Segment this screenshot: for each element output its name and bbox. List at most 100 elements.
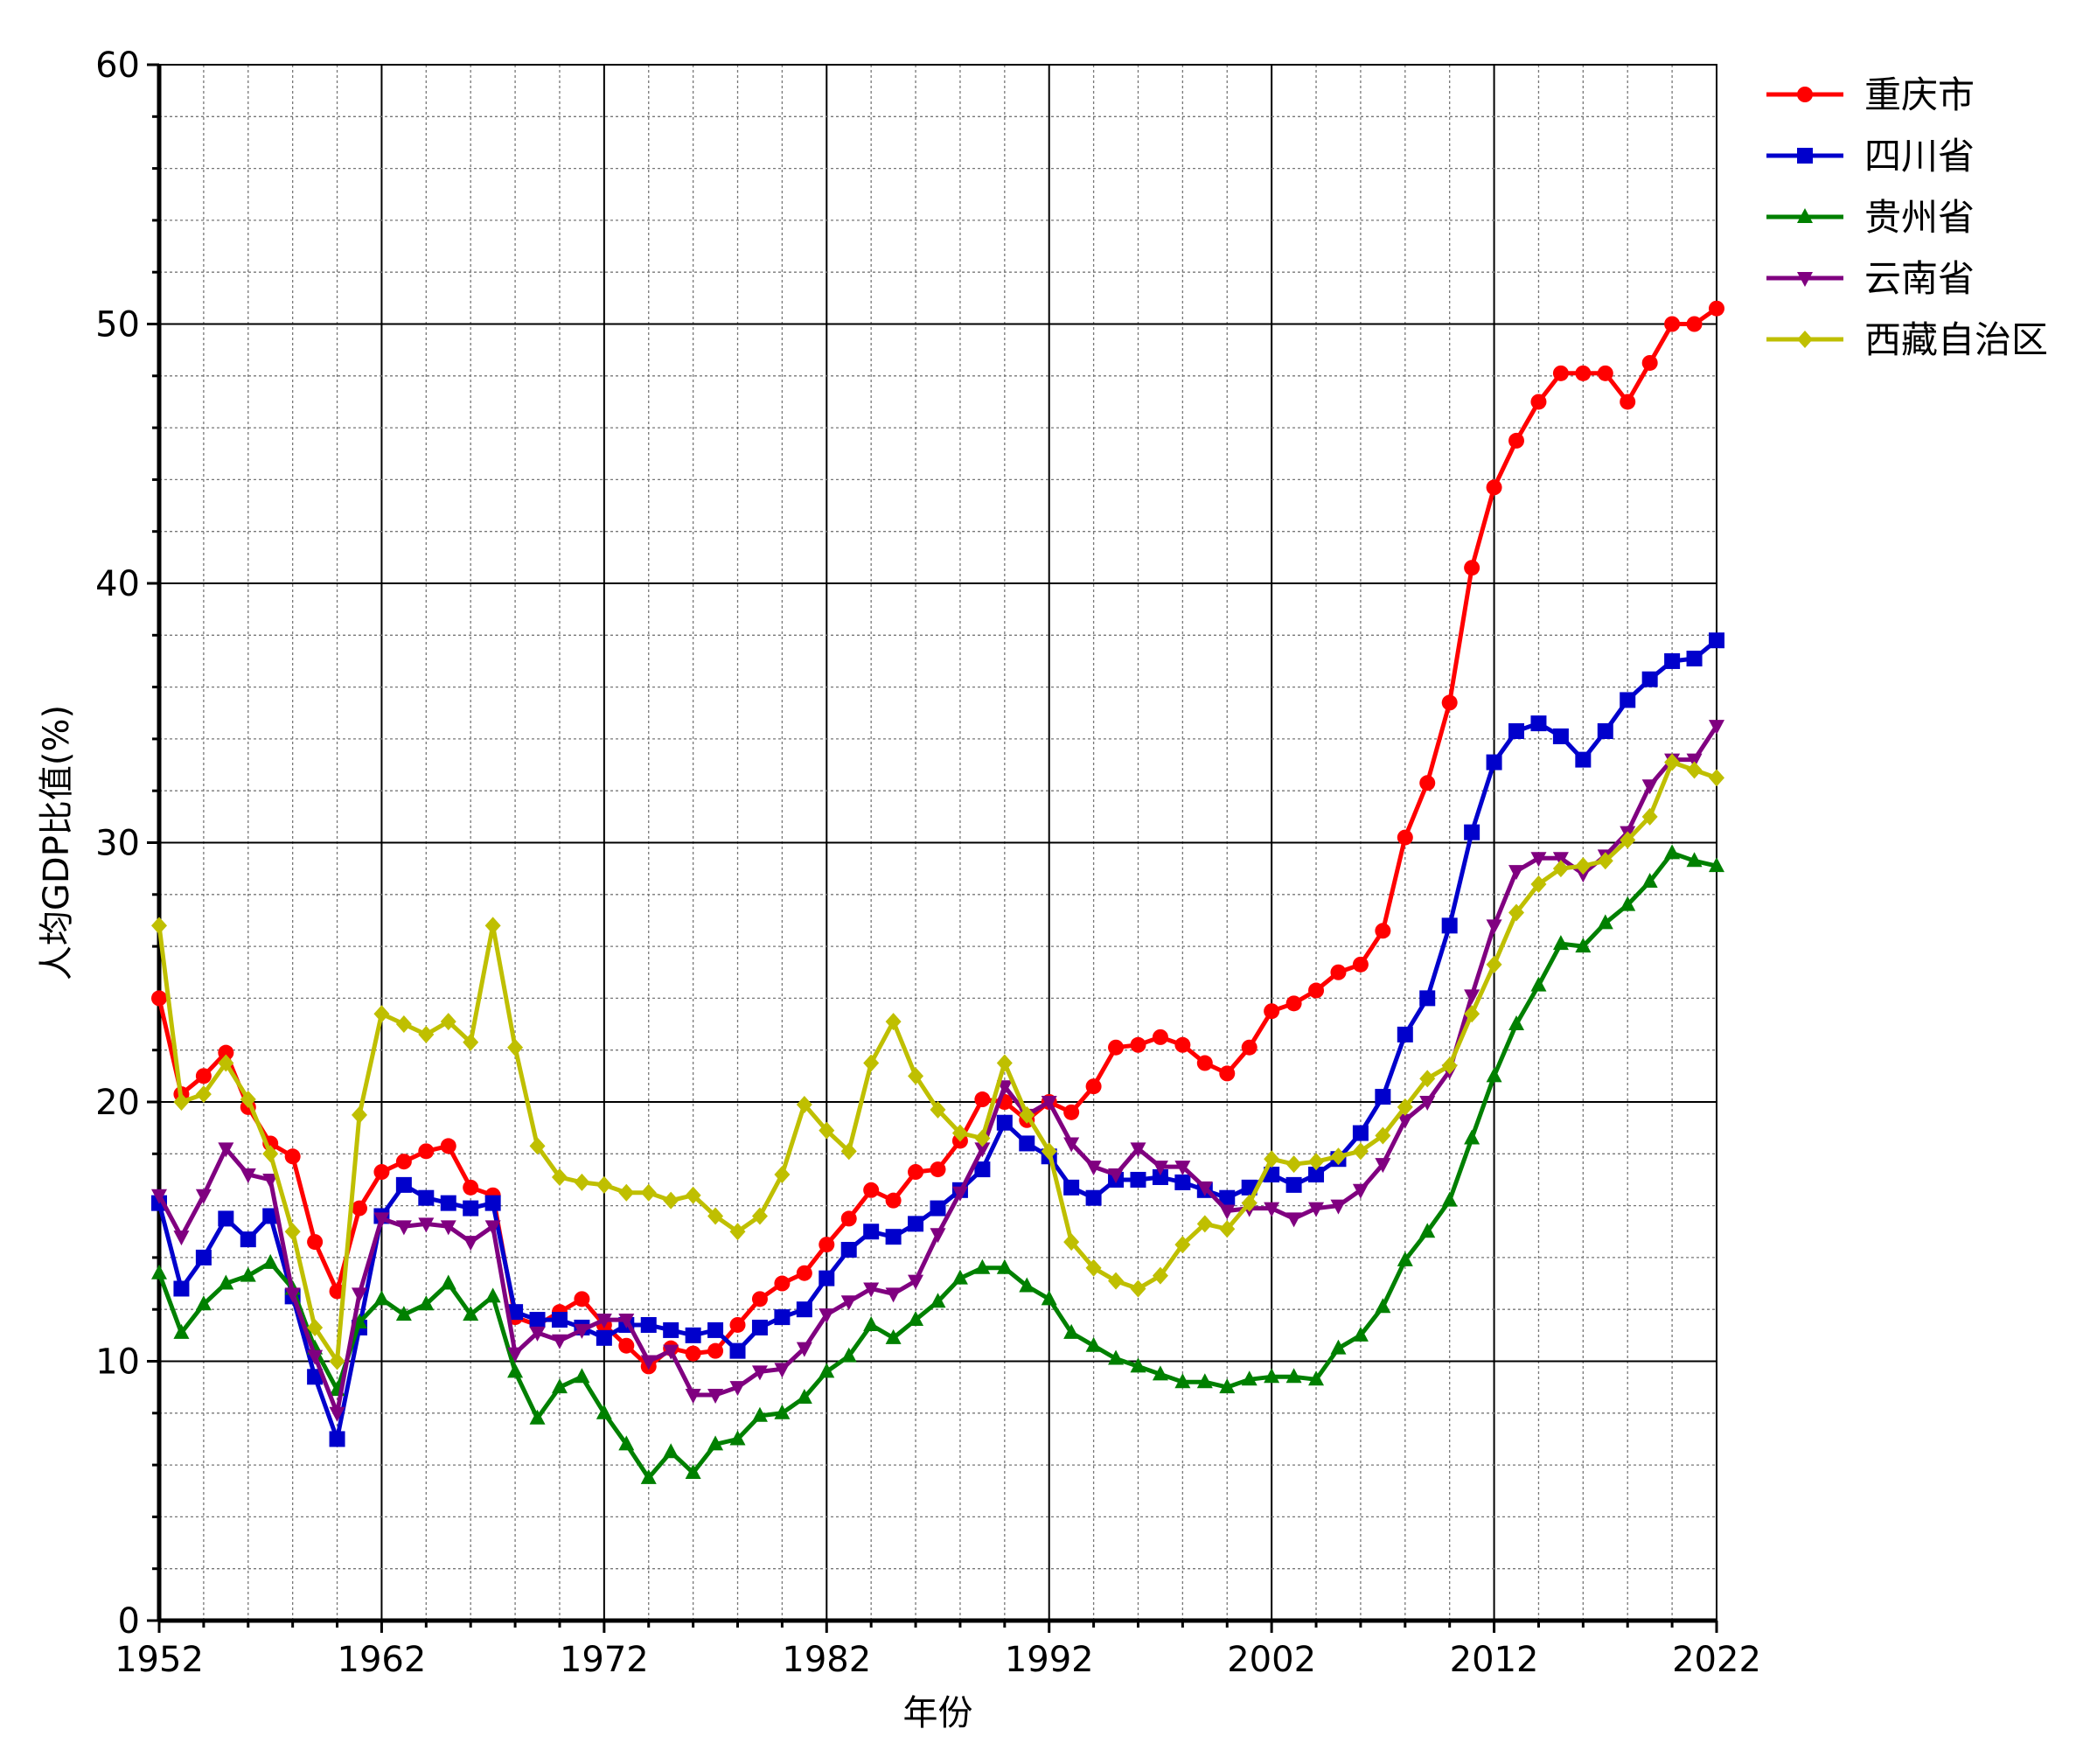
data-point	[930, 1200, 946, 1217]
x-tick-label: 1962	[338, 1640, 427, 1680]
data-point	[1152, 1266, 1168, 1285]
data-point	[908, 1274, 924, 1290]
data-point	[395, 1015, 412, 1034]
data-point	[1308, 1153, 1325, 1171]
data-point	[596, 1329, 612, 1346]
data-point	[1019, 1135, 1035, 1152]
data-point	[307, 1349, 324, 1365]
data-point	[930, 1100, 946, 1119]
data-point	[1041, 1290, 1057, 1306]
data-point	[418, 1143, 435, 1160]
data-point	[395, 1306, 412, 1321]
data-point	[751, 1406, 768, 1422]
data-point	[707, 1207, 724, 1225]
data-point	[1130, 1142, 1146, 1158]
data-point	[618, 1314, 635, 1329]
data-point	[1664, 652, 1681, 669]
y-tick-label: 50	[95, 305, 140, 345]
data-point	[1397, 1113, 1413, 1129]
data-point	[1152, 1161, 1168, 1176]
data-point	[596, 1404, 612, 1419]
data-point	[1352, 1125, 1369, 1141]
x-tick-label: 1992	[1005, 1640, 1094, 1680]
data-point	[218, 1044, 234, 1061]
data-point	[1219, 1065, 1236, 1082]
data-point	[1508, 723, 1525, 740]
data-point	[774, 1166, 791, 1184]
data-point	[751, 1291, 768, 1307]
data-point	[151, 990, 167, 1007]
legend-item: 云南省	[1766, 257, 1975, 300]
data-point	[329, 1352, 345, 1370]
data-point	[1152, 1168, 1168, 1185]
data-point	[863, 1054, 880, 1072]
data-point	[729, 1316, 746, 1333]
data-point	[262, 1253, 279, 1269]
data-point	[685, 1327, 701, 1343]
data-point	[1419, 1223, 1436, 1238]
data-point	[1530, 875, 1547, 893]
data-point	[351, 1105, 367, 1124]
data-point	[885, 1192, 902, 1209]
data-point	[262, 1173, 279, 1189]
data-point	[1285, 1212, 1302, 1228]
data-point	[262, 1145, 279, 1163]
data-point	[1264, 1368, 1280, 1384]
x-tick-label: 2002	[1227, 1640, 1316, 1680]
data-point	[1464, 989, 1480, 1005]
data-point	[796, 1095, 812, 1113]
series-group	[151, 300, 1724, 1484]
data-point	[1597, 914, 1613, 930]
data-point	[507, 1304, 524, 1321]
data-point	[1575, 868, 1592, 883]
data-point	[1552, 852, 1569, 868]
data-point	[1041, 1142, 1057, 1161]
data-point	[551, 1168, 568, 1186]
data-point	[885, 1013, 902, 1031]
data-point	[930, 1293, 946, 1308]
legend-marker	[1797, 148, 1813, 164]
data-point	[640, 1183, 657, 1202]
data-point	[529, 1409, 546, 1425]
data-point	[1085, 1259, 1102, 1277]
data-point	[1063, 1233, 1080, 1252]
data-point	[908, 1311, 924, 1327]
data-point	[1641, 807, 1658, 826]
data-point	[908, 1067, 924, 1085]
data-point	[395, 1154, 412, 1170]
data-point	[685, 1463, 701, 1479]
data-point	[1419, 990, 1436, 1007]
data-point	[663, 1443, 679, 1459]
data-point	[529, 1312, 546, 1328]
legend-label: 四川省	[1864, 135, 1975, 178]
data-point	[1709, 857, 1724, 873]
data-point	[685, 1389, 701, 1405]
data-point	[1264, 1003, 1280, 1020]
data-point	[484, 1220, 501, 1236]
data-point	[507, 1363, 524, 1378]
data-point	[1085, 1161, 1102, 1176]
data-point	[974, 1161, 991, 1178]
data-point	[395, 1220, 412, 1236]
x-tick-label: 1952	[115, 1640, 204, 1680]
data-point	[373, 1005, 390, 1023]
x-tick-label: 2012	[1450, 1640, 1539, 1680]
data-point	[1308, 1167, 1325, 1183]
data-point	[484, 1287, 501, 1303]
data-point	[685, 1345, 701, 1362]
data-point	[640, 1355, 657, 1370]
data-point	[307, 1234, 324, 1251]
data-point	[996, 1054, 1013, 1072]
data-point	[1219, 1378, 1236, 1394]
y-tick-label: 0	[118, 1601, 140, 1642]
data-point	[1597, 852, 1613, 870]
data-point	[618, 1183, 635, 1202]
data-point	[951, 1186, 968, 1202]
data-point	[1196, 1181, 1213, 1196]
data-point	[751, 1207, 768, 1225]
data-point	[819, 1270, 835, 1286]
data-point	[974, 1142, 991, 1158]
data-point	[463, 1200, 479, 1217]
data-point	[1063, 1104, 1080, 1120]
data-point	[951, 1269, 968, 1285]
